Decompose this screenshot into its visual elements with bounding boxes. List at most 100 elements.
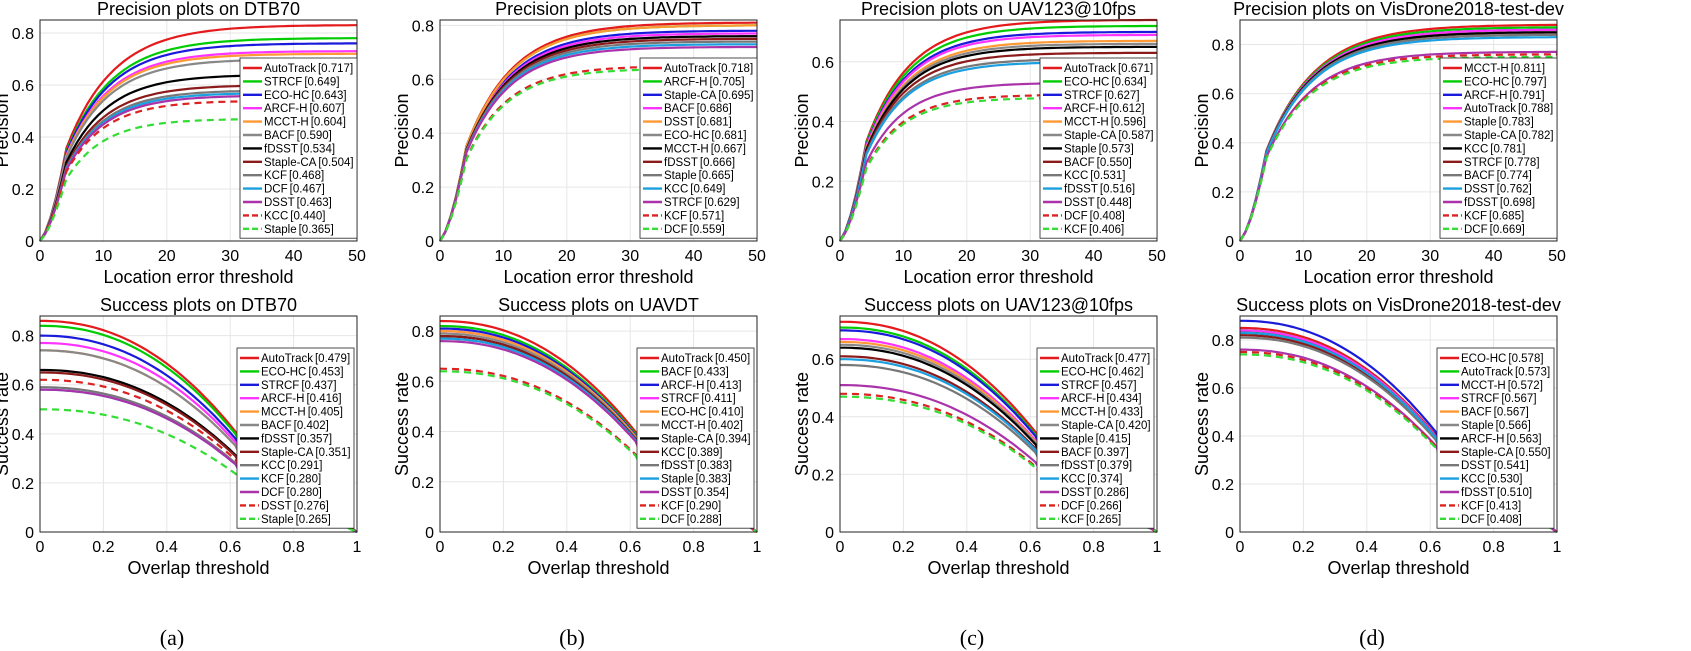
legend-name: BACF [261,420,292,432]
chart-panel-6: 0 0.2 0.4 0.6 0.8 1 0 0.2 0.4 0.6 0.8 Success plots… [392,295,762,578]
x-tick-label: 0 [436,539,445,556]
y-axis-label: Success rate [1192,372,1212,476]
legend-name: ARCF-H [661,380,704,392]
legend-name: Staple [261,514,294,526]
chart-title: Precision plots on DTB70 [97,0,300,19]
legend-entry: fDSST [0.379] [1061,460,1132,472]
legend-entry: Staple-CA [0.504] [264,157,354,169]
x-axis-label: Location error threshold [1303,267,1493,287]
series-line-dsst [439,24,757,242]
legend-name: BACF [1064,157,1095,169]
y-tick-label: 0.6 [812,352,834,369]
legend-name: Staple-CA [261,447,314,459]
y-axis-label: Precision [0,93,12,167]
y-tick-label: 0.6 [1212,381,1234,398]
legend-entry: KCF [0.571] [664,210,724,222]
legend-score: [0.791] [1509,90,1544,102]
y-tick-label: 0 [1225,234,1234,251]
x-axis-label: Location error threshold [903,267,1093,287]
legend-score: [0.567] [1494,407,1529,419]
legend-score: [0.265] [1086,514,1121,526]
legend-name: DSST [1461,460,1492,472]
legend-score: [0.666] [700,157,735,169]
y-tick-label: 0.4 [12,427,34,444]
legend-score: [0.280] [287,487,322,499]
legend-name: BACF [1464,170,1495,182]
legend-name: ECO-HC [261,366,306,378]
legend-entry: Staple-CA [0.695] [664,90,754,102]
series-line-eco-hc [839,24,1157,242]
series-line-dcf [1240,353,1558,533]
legend-name: KCF [264,170,287,182]
legend-name: KCF [261,474,284,486]
legend-entry: ARCF-H [0.416] [261,393,342,405]
x-tick-label: 0.4 [556,539,578,556]
legend-score: [0.671] [1118,63,1153,75]
legend-entry: ARCF-H [0.434] [1061,393,1142,405]
y-tick-label: 0.4 [812,115,834,132]
series-line-bacf [839,51,1157,242]
y-tick-label: 0.2 [1212,477,1234,494]
legend-entry: fDSST [0.357] [261,433,332,445]
x-tick-label: 0.4 [1356,539,1378,556]
y-tick-label: 0.6 [12,378,34,395]
y-axis-label: Precision [792,93,812,167]
legend-entry: DSST [0.681] [664,117,732,129]
legend-name: DSST [264,197,295,209]
legend-score: [0.440] [290,210,325,222]
legend-entry: BACF [0.433] [661,366,729,378]
legend-name: ARCF-H [1061,393,1104,405]
axes-frame [439,315,758,533]
legend-score: [0.530] [1487,474,1522,486]
legend-name: ECO-HC [661,407,706,419]
legend-entry: AutoTrack [0.671] [1064,63,1153,75]
legend-name: ECO-HC [664,130,709,142]
y-tick-label: 0.2 [412,180,434,197]
legend-entry: KCC [0.389] [661,447,722,459]
legend-score: [0.705] [709,76,744,88]
x-tick-label: 50 [1548,248,1566,265]
legend-score: [0.405] [308,407,343,419]
x-tick-label: 40 [1485,248,1503,265]
legend-entry: KCF [0.265] [1061,514,1121,526]
chart-panel-3: 0 10 20 30 40 50 0 0.2 0.4 0.6 Precision plots on … [792,0,1166,287]
legend-entry: fDSST [0.698] [1464,197,1535,209]
axes-frame [39,315,358,533]
x-tick-label: 0 [836,539,845,556]
legend-entry: MCCT-H [0.572] [1461,380,1543,392]
legend-score: [0.406] [1089,224,1124,236]
legend-entry: fDSST [0.516] [1064,184,1135,196]
y-tick-label: 0 [825,525,834,542]
legend-entry: DSST [0.463] [264,197,332,209]
y-axis-label: Precision [392,93,412,167]
legend-score: [0.778] [1504,157,1539,169]
legend-score: [0.413] [1486,500,1521,512]
legend-score: [0.415] [1096,433,1131,445]
legend-score: [0.797] [1511,76,1546,88]
legend-score: [0.649] [690,184,725,196]
legend-name: STRCF [1064,90,1102,102]
legend-name: DSST [1464,184,1495,196]
legend-score: [0.698] [1500,197,1535,209]
x-tick-label: 1 [353,539,362,556]
legend-entry: AutoTrack [0.718] [664,63,753,75]
legend-name: ARCF-H [1064,103,1107,115]
x-tick-label: 40 [685,248,703,265]
legend-entry: ECO-HC [0.462] [1061,366,1144,378]
legend-entry: Staple-CA [0.782] [1464,130,1554,142]
legend-score: [0.408] [1487,514,1522,526]
x-tick-label: 10 [495,248,513,265]
x-tick-label: 50 [748,248,766,265]
x-tick-label: 30 [621,248,639,265]
x-tick-label: 30 [1421,248,1439,265]
legend-name: Staple-CA [1064,130,1117,142]
legend-name: ARCF-H [1464,90,1507,102]
legend-entry: KCF [0.413] [1461,500,1521,512]
legend-score: [0.669] [1490,224,1525,236]
legend-name: MCCT-H [664,143,709,155]
legend-entry: MCCT-H [0.667] [664,143,746,155]
legend-name: DCF [664,224,688,236]
legend-score: [0.587] [1118,130,1153,142]
legend-entry: MCCT-H [0.433] [1061,407,1143,419]
x-axis-label: Overlap threshold [527,558,669,578]
